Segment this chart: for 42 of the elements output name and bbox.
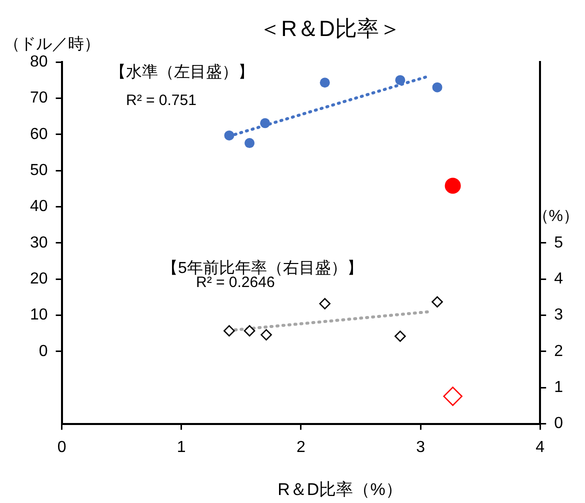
y2-tick-label: 5 [554, 234, 564, 252]
point [224, 130, 234, 140]
annotation: R² = 0.751 [126, 92, 196, 109]
y2-tick-label: 2 [554, 342, 564, 360]
y-tick-label: 20 [30, 270, 48, 288]
y2-axis-title: （%） [532, 207, 579, 227]
point [432, 82, 442, 92]
point [432, 296, 443, 308]
point [224, 325, 235, 336]
y-tick-label: 70 [30, 90, 48, 107]
point [394, 330, 406, 342]
y-tick-label: 0 [38, 342, 48, 360]
y-tick-label: 50 [30, 162, 48, 179]
point [260, 329, 272, 340]
x-tick-label: 0 [57, 438, 66, 456]
point [244, 325, 256, 336]
x-tick-label: 3 [416, 438, 426, 456]
y-tick-label: 60 [30, 126, 48, 143]
point [260, 118, 270, 128]
x-axis-title: R＆D比率（%） [276, 479, 404, 501]
annotation: R² = 0.2646 [196, 274, 275, 291]
y2-tick-label: 3 [554, 306, 564, 324]
x-tick-label: 4 [536, 438, 545, 456]
point [444, 178, 461, 194]
y-tick-label: 80 [30, 53, 48, 70]
point [319, 298, 331, 310]
chart-title: ＜R＆D比率＞ [258, 15, 402, 43]
y-tick-label: 40 [30, 198, 48, 216]
x-tick-label: 2 [296, 438, 306, 456]
y-axis-title: （ドル／時） [4, 34, 100, 55]
y2-tick-label: 0 [554, 415, 564, 432]
point [395, 75, 406, 86]
point [320, 78, 330, 88]
y2-tick-label: 4 [554, 270, 564, 288]
y-tick-label: 30 [30, 234, 48, 252]
point [244, 138, 255, 148]
y2-tick-label: 1 [554, 379, 564, 396]
annotation: 【水準（左目盛）】 [110, 62, 254, 83]
x-tick-label: 1 [176, 438, 186, 456]
point [443, 386, 462, 406]
annotation: 【5年前比年率（右目盛）】 [162, 258, 363, 277]
y-tick-label: 10 [30, 306, 48, 324]
